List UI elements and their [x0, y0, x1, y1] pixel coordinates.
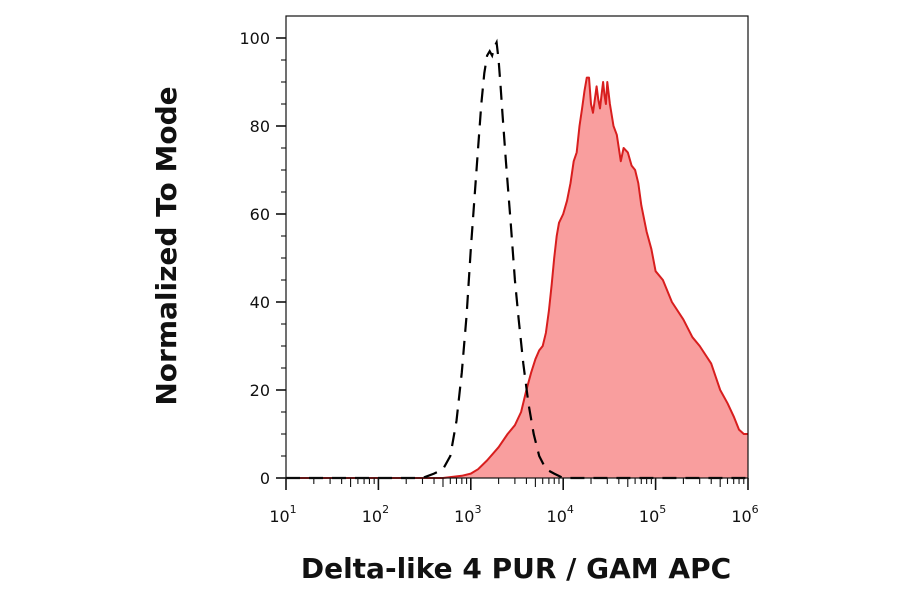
x-axis-title: Delta-like 4 PUR / GAM APC — [301, 552, 731, 585]
series-filled-area — [286, 77, 748, 478]
y-tick-label: 100 — [239, 29, 270, 48]
y-axis: 0 20 40 60 80 100 — [239, 29, 286, 488]
plot-area — [285, 15, 749, 480]
x-tick-label: 105 — [639, 503, 666, 526]
x-tick-label: 104 — [547, 503, 574, 526]
series-dashed-line — [286, 38, 748, 480]
y-tick-label: 0 — [260, 469, 270, 488]
y-axis-title: Normalized To Mode — [150, 86, 183, 405]
y-tick-label: 60 — [250, 205, 270, 224]
x-tick-label: 103 — [454, 503, 481, 526]
plot-frame — [285, 15, 749, 479]
y-tick-label: 40 — [250, 293, 270, 312]
x-tick-label: 102 — [362, 503, 389, 526]
y-tick-label: 20 — [250, 381, 270, 400]
x-axis: 101 102 103 104 105 106 — [269, 478, 759, 526]
x-tick-label: 101 — [269, 503, 296, 526]
y-tick-label: 80 — [250, 117, 270, 136]
x-tick-label: 106 — [731, 503, 758, 526]
